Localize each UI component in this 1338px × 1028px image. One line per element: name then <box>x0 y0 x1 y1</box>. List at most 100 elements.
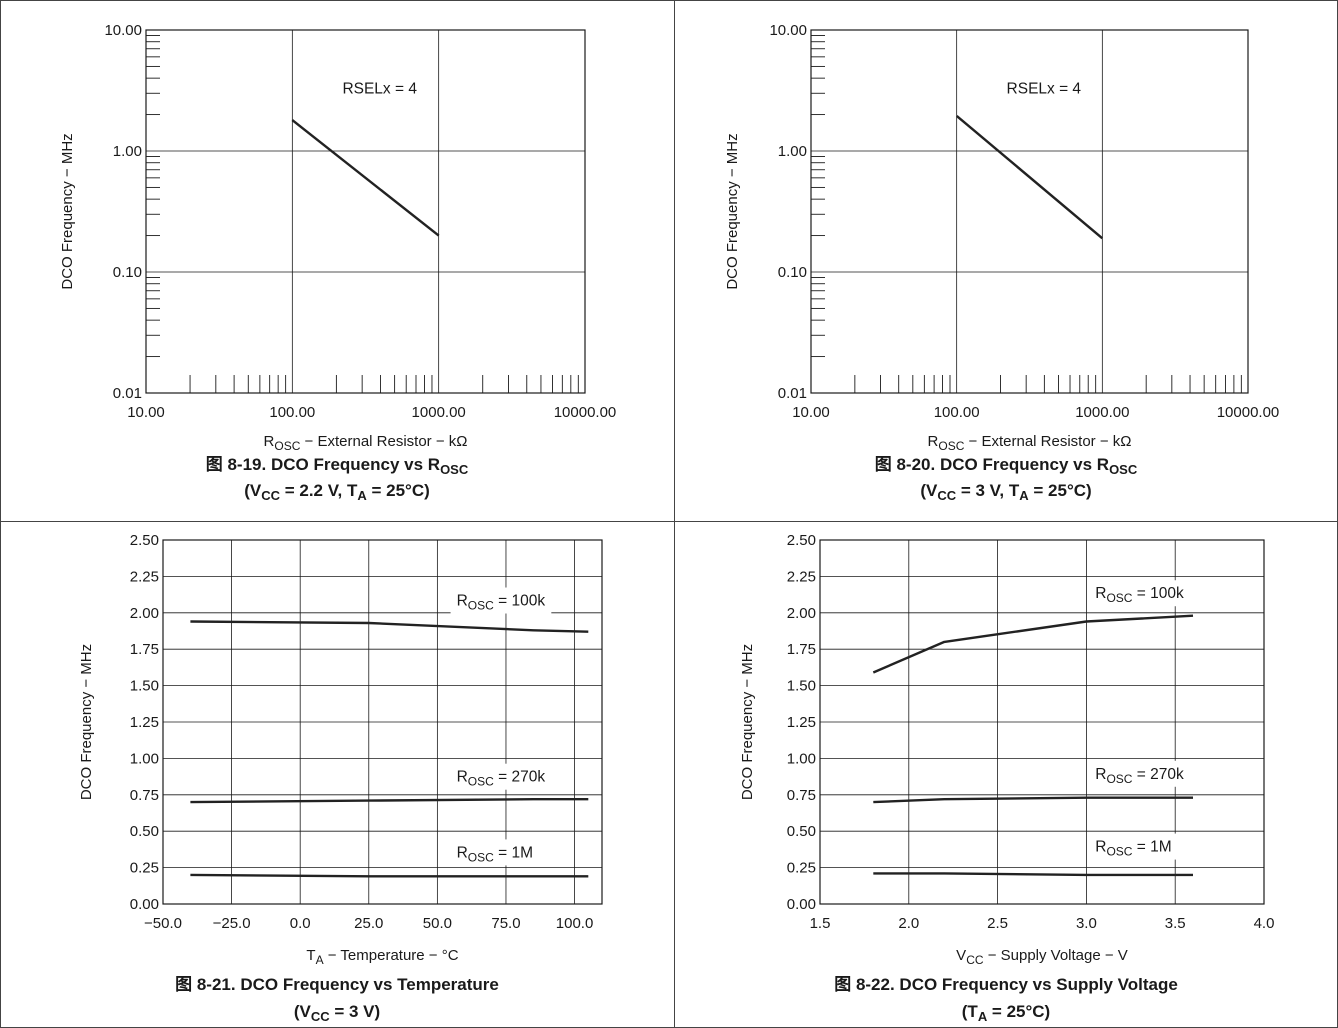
y-tick-label: 2.00 <box>787 605 816 622</box>
x-tick-label: 50.0 <box>423 915 452 932</box>
annotation-background <box>450 839 540 866</box>
x-tick-label: 2.5 <box>987 915 1008 932</box>
y-tick-label: 0.50 <box>130 823 159 840</box>
x-axis-label: VCC − Supply Voltage − V <box>956 947 1128 967</box>
x-axis-label: TA − Temperature − °C <box>306 947 458 967</box>
series-annotation: ROSC = 270k <box>457 769 546 789</box>
series-line <box>190 873 589 878</box>
x-tick-label: 10000.00 <box>554 404 617 421</box>
y-axis-label: DCO Frequency − MHz <box>724 133 741 289</box>
y-tick-label: 1.00 <box>130 750 159 767</box>
y-tick-label: 1.25 <box>130 714 159 731</box>
chart-4: 1.5 2.0 2.5 3.0 3.5 4.0 0.00 0.25 0.50 0.75 1.00 1.… <box>739 532 1274 1024</box>
x-tick-label: 0.0 <box>290 915 311 932</box>
figure-conditions: (VCC = 2.2 V, TA = 25°C) <box>244 481 430 503</box>
y-tick-label: 0.75 <box>787 787 816 804</box>
figure-caption: 图 8-22. DCO Frequency vs Supply Voltage <box>834 975 1178 994</box>
series-annotation: ROSC = 270k <box>1095 766 1184 786</box>
x-tick-label: 1000.00 <box>412 404 466 421</box>
x-tick-label: 100.00 <box>269 404 315 421</box>
figure-conditions: (VCC = 3 V) <box>294 1002 380 1024</box>
x-tick-label: 3.0 <box>1076 915 1097 932</box>
plot-frame <box>819 539 1265 905</box>
annotation-background <box>1089 833 1178 860</box>
y-tick-label: 0.25 <box>787 860 816 877</box>
chart-3: −50.0 −25.0 0.0 25.0 50.0 75.0 100.0 0.00 0.25 0.… <box>78 532 603 1024</box>
series-annotation: ROSC = 100k <box>457 593 546 613</box>
x-tick-label: 1000.00 <box>1075 404 1129 421</box>
y-tick-label: 2.50 <box>787 532 816 549</box>
series-line <box>873 796 1193 804</box>
y-tick-label: 0.25 <box>130 860 159 877</box>
y-axis-label: DCO Frequency − MHz <box>78 644 95 800</box>
annotation-background <box>1089 760 1191 787</box>
y-tick-label: 2.00 <box>130 605 159 622</box>
chart-1: 10.00 100.00 1000.00 10000.00 0.01 0.10 1.00 10… <box>59 22 616 503</box>
x-tick-label: 25.0 <box>354 915 383 932</box>
y-tick-label: 1.00 <box>113 143 142 160</box>
series-line <box>872 614 1194 674</box>
series-line <box>955 114 1104 240</box>
y-axis-label: DCO Frequency − MHz <box>739 644 756 800</box>
y-tick-label: 10.00 <box>104 22 142 39</box>
chart-2: 10.00 100.00 1000.00 10000.00 0.01 0.10 1.00 10… <box>724 22 1279 503</box>
x-tick-label: −25.0 <box>213 915 251 932</box>
annotation-background <box>336 75 424 102</box>
y-tick-label: 1.75 <box>787 641 816 658</box>
figure-caption: 图 8-19. DCO Frequency vs ROSC <box>206 455 469 477</box>
y-tick-label: 1.25 <box>787 714 816 731</box>
x-tick-label: 1.5 <box>810 915 831 932</box>
y-tick-label: 2.25 <box>130 568 159 585</box>
x-tick-label: 10000.00 <box>1217 404 1280 421</box>
annotation-background <box>450 763 552 790</box>
series-line <box>291 119 440 237</box>
y-tick-label: 2.50 <box>130 532 159 549</box>
y-axis-label: DCO Frequency − MHz <box>59 133 76 289</box>
x-axis-label: ROSC − External Resistor − kΩ <box>928 433 1132 453</box>
y-tick-label: 1.50 <box>787 678 816 695</box>
series-line <box>873 872 1193 877</box>
plot-frame <box>145 29 586 394</box>
figure-conditions: (TA = 25°C) <box>962 1002 1050 1024</box>
series-line <box>190 620 589 633</box>
y-tick-label: 0.10 <box>778 264 807 281</box>
y-tick-label: 0.50 <box>787 823 816 840</box>
x-tick-label: −50.0 <box>144 915 182 932</box>
series-annotation: ROSC = 100k <box>1095 585 1184 605</box>
y-tick-label: 0.00 <box>130 896 159 913</box>
y-tick-label: 0.75 <box>130 787 159 804</box>
y-tick-label: 1.00 <box>787 750 816 767</box>
y-tick-label: 10.00 <box>769 22 807 39</box>
y-tick-label: 0.00 <box>787 896 816 913</box>
figure-caption: 图 8-20. DCO Frequency vs ROSC <box>875 455 1138 477</box>
series-annotation: ROSC = 1M <box>457 844 533 864</box>
y-tick-label: 1.75 <box>130 641 159 658</box>
series-line <box>190 798 589 804</box>
x-tick-label: 100.0 <box>556 915 594 932</box>
x-tick-label: 100.00 <box>934 404 980 421</box>
y-tick-label: 0.01 <box>778 385 807 402</box>
y-tick-label: 1.00 <box>778 143 807 160</box>
x-tick-label: 75.0 <box>491 915 520 932</box>
x-tick-label: 2.0 <box>898 915 919 932</box>
series-annotation: RSELx = 4 <box>342 80 417 97</box>
annotation-background <box>1089 580 1191 607</box>
annotation-background <box>450 587 552 614</box>
plot-frame <box>810 29 1249 394</box>
series-annotation: RSELx = 4 <box>1007 80 1082 97</box>
x-tick-label: 10.00 <box>127 404 165 421</box>
x-tick-label: 4.0 <box>1254 915 1275 932</box>
y-tick-label: 0.10 <box>113 264 142 281</box>
y-tick-label: 1.50 <box>130 678 159 695</box>
x-tick-label: 3.5 <box>1165 915 1186 932</box>
annotation-background <box>1000 75 1088 102</box>
x-tick-label: 10.00 <box>792 404 830 421</box>
y-tick-label: 2.25 <box>787 568 816 585</box>
plot-frame <box>162 539 603 905</box>
figure-conditions: (VCC = 3 V, TA = 25°C) <box>920 481 1091 503</box>
series-annotation: ROSC = 1M <box>1095 839 1171 859</box>
y-tick-label: 0.01 <box>113 385 142 402</box>
figure-caption: 图 8-21. DCO Frequency vs Temperature <box>175 975 499 994</box>
